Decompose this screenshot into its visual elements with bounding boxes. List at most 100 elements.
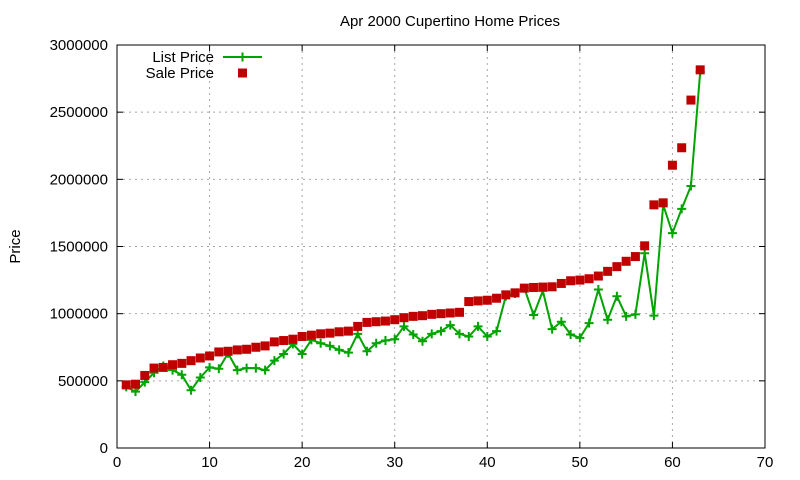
legend-label-list-price: List Price xyxy=(152,49,214,66)
x-axis-tick-label: 70 xyxy=(757,454,774,471)
y-axis-tick-label: 1000000 xyxy=(50,306,108,323)
square-marker xyxy=(584,274,594,284)
square-marker xyxy=(621,256,631,266)
square-marker xyxy=(131,379,141,389)
plus-marker xyxy=(473,321,483,331)
plus-marker xyxy=(566,329,576,339)
x-axis-tick-label: 30 xyxy=(386,454,403,471)
plus-marker xyxy=(464,332,474,342)
x-tick-labels: 0 10 20 30 40 50 60 70 xyxy=(113,454,774,471)
square-marker xyxy=(380,316,390,326)
square-marker xyxy=(677,143,687,153)
plus-marker xyxy=(325,341,335,351)
square-marker xyxy=(297,332,307,342)
plus-marker xyxy=(603,315,613,325)
plus-marker xyxy=(667,228,677,238)
plus-marker xyxy=(371,338,381,348)
grid xyxy=(117,45,765,448)
square-marker xyxy=(529,282,539,292)
plus-marker xyxy=(677,204,687,214)
square-marker xyxy=(455,307,465,317)
square-marker xyxy=(288,334,298,344)
plus-marker xyxy=(455,329,465,339)
square-marker xyxy=(658,198,668,208)
square-marker xyxy=(353,321,363,331)
x-axis-tick-label: 40 xyxy=(479,454,496,471)
square-marker xyxy=(501,290,511,300)
plus-marker xyxy=(251,363,261,373)
y-axis-label: Price xyxy=(7,229,24,263)
plus-marker xyxy=(177,370,187,380)
square-marker xyxy=(492,293,502,303)
series-sale-price xyxy=(121,65,705,390)
square-marker xyxy=(269,337,279,347)
square-marker xyxy=(140,370,150,380)
square-marker xyxy=(510,288,520,298)
plus-marker xyxy=(380,336,390,346)
square-marker xyxy=(362,317,372,327)
square-marker xyxy=(232,345,242,355)
square-marker xyxy=(177,358,187,368)
x-axis-tick-label: 50 xyxy=(572,454,589,471)
y-axis-tick-label: 3000000 xyxy=(50,37,108,54)
square-marker xyxy=(408,311,418,321)
square-marker xyxy=(343,326,353,336)
plus-marker xyxy=(316,338,326,348)
plus-marker xyxy=(417,336,427,346)
square-marker xyxy=(640,241,650,251)
plus-marker xyxy=(547,324,557,334)
chart-title: Apr 2000 Cupertino Home Prices xyxy=(340,13,560,30)
square-marker xyxy=(482,295,492,305)
plus-marker xyxy=(399,321,409,331)
plus-marker xyxy=(260,365,270,375)
square-marker xyxy=(149,363,159,373)
plus-marker xyxy=(556,317,566,327)
plus-marker xyxy=(390,334,400,344)
plus-marker xyxy=(686,181,696,191)
plus-marker xyxy=(649,311,659,321)
y-tick-labels: 0 500000 1000000 1500000 2000000 2500000 30000… xyxy=(50,37,108,457)
square-marker xyxy=(593,271,603,281)
plus-marker xyxy=(334,345,344,355)
square-marker xyxy=(603,266,613,276)
plus-marker xyxy=(297,349,307,359)
square-marker xyxy=(205,351,215,361)
square-marker xyxy=(417,311,427,321)
plus-marker xyxy=(269,356,279,366)
square-marker xyxy=(168,360,178,370)
square-marker xyxy=(464,297,474,307)
square-marker xyxy=(242,344,252,354)
axis-ticks xyxy=(116,44,766,449)
plus-marker xyxy=(630,309,640,319)
x-axis-tick-label: 0 xyxy=(113,454,121,471)
plus-marker xyxy=(482,332,492,342)
square-marker xyxy=(399,313,409,323)
square-marker xyxy=(427,309,437,319)
plus-marker xyxy=(214,364,224,374)
square-marker xyxy=(575,275,585,285)
square-marker xyxy=(158,362,168,372)
plus-marker xyxy=(362,346,372,356)
square-marker xyxy=(473,296,483,306)
plus-marker xyxy=(621,311,631,321)
square-marker xyxy=(279,336,289,346)
square-marker xyxy=(538,282,548,292)
square-marker xyxy=(325,328,335,338)
plus-marker xyxy=(242,363,252,373)
y-axis-tick-label: 0 xyxy=(100,440,108,457)
plus-marker xyxy=(575,333,585,343)
x-axis-tick-label: 60 xyxy=(664,454,681,471)
plus-marker xyxy=(436,326,446,336)
plus-marker xyxy=(427,329,437,339)
square-marker xyxy=(121,380,131,390)
square-marker xyxy=(445,308,455,318)
square-marker xyxy=(195,353,205,363)
square-marker xyxy=(436,309,446,319)
plus-marker xyxy=(186,385,196,395)
square-marker xyxy=(334,327,344,337)
square-marker xyxy=(612,262,622,272)
plus-marker xyxy=(195,372,205,382)
